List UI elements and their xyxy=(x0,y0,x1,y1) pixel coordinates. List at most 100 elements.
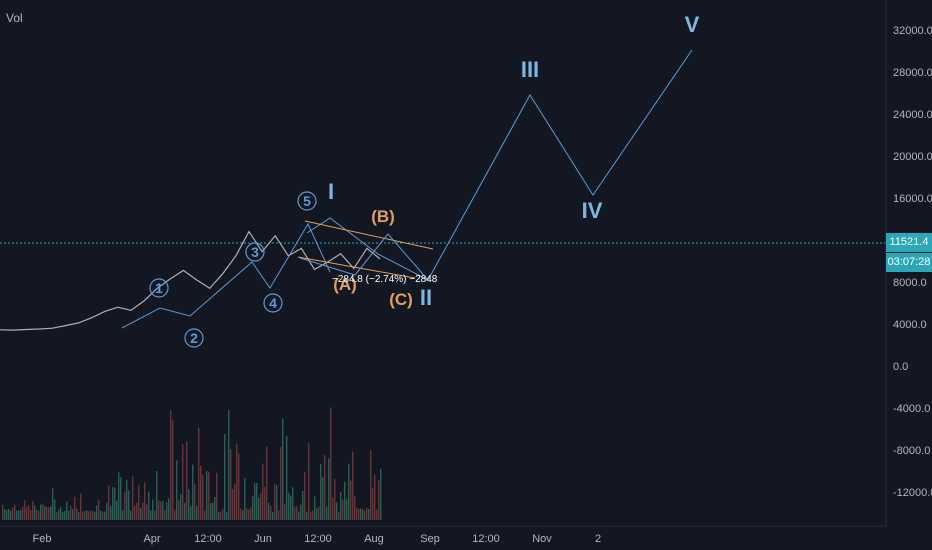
y-tick-label: -8000.0 xyxy=(893,445,930,457)
volume-bar xyxy=(86,510,88,520)
volume-bar xyxy=(10,510,12,520)
wave-label-5: 5 xyxy=(303,193,311,209)
volume-bar xyxy=(100,510,102,520)
volume-bar xyxy=(58,509,60,520)
volume-bar xyxy=(26,507,28,520)
volume-bar xyxy=(18,510,20,520)
volume-bar xyxy=(92,510,94,520)
volume-bar xyxy=(288,492,290,520)
volume-bar xyxy=(28,504,30,520)
volume-bar xyxy=(286,436,288,520)
volume-bar xyxy=(266,446,268,520)
volume-bar xyxy=(320,463,322,520)
volume-bar xyxy=(374,474,376,520)
current-price-tag: 11521.4 xyxy=(886,233,932,252)
wave-label-1: 1 xyxy=(155,280,163,296)
volume-bar xyxy=(2,504,4,520)
volume-bar xyxy=(338,511,340,520)
x-tick-label: 2 xyxy=(595,533,601,545)
volume-bar xyxy=(72,509,74,520)
volume-bar xyxy=(202,474,204,520)
volume-bar xyxy=(356,507,358,520)
volume-bar xyxy=(104,511,106,520)
volume-bar xyxy=(158,500,160,520)
volume-bar xyxy=(106,502,108,520)
volume-bar xyxy=(208,471,210,520)
volume-bar xyxy=(36,509,38,520)
volume-bar xyxy=(42,503,44,520)
volume-bar xyxy=(30,510,32,520)
x-tick-label: Apr xyxy=(143,533,160,545)
volume-bar xyxy=(230,448,232,520)
volume-bar xyxy=(236,443,238,520)
x-tick-label: Feb xyxy=(33,533,52,545)
volume-bar xyxy=(188,489,190,520)
wave-label-V: V xyxy=(685,12,700,37)
volume-bar xyxy=(204,510,206,520)
volume-bar xyxy=(376,509,378,520)
volume-bar xyxy=(70,505,72,520)
volume-bar xyxy=(358,508,360,520)
volume-bar xyxy=(224,434,226,520)
volume-bar xyxy=(146,503,148,520)
volume-bar xyxy=(372,487,374,520)
volume-bar xyxy=(346,499,348,520)
volume-bar xyxy=(310,511,312,520)
volume-bar xyxy=(74,496,76,520)
volume-bar xyxy=(232,488,234,520)
volume-bar xyxy=(166,502,168,520)
volume-bar xyxy=(216,472,218,520)
volume-bar xyxy=(116,500,118,520)
volume-bar xyxy=(242,510,244,520)
volume-bar xyxy=(60,506,62,520)
volume-bar xyxy=(88,511,90,520)
volume-bar xyxy=(368,508,370,520)
volume-bar xyxy=(332,497,334,520)
wave-circle-4 xyxy=(263,293,283,313)
volume-bar xyxy=(64,510,66,520)
volume-bar xyxy=(366,507,368,520)
volume-bar xyxy=(312,510,314,520)
volume-bar xyxy=(248,509,250,520)
wave-circle-3 xyxy=(245,242,265,262)
volume-bar xyxy=(240,508,242,520)
volume-bar xyxy=(360,508,362,520)
volume-bar xyxy=(110,506,112,520)
y-tick-label: 4000.0 xyxy=(893,319,927,331)
volume-bar xyxy=(142,502,144,520)
volume-bar xyxy=(54,499,56,520)
volume-bar xyxy=(352,451,354,520)
volume-bars xyxy=(2,407,382,520)
volume-bar xyxy=(94,511,96,520)
volume-bar xyxy=(298,511,300,520)
volume-bar xyxy=(226,511,228,520)
wave-a-line xyxy=(299,257,356,276)
volume-bar xyxy=(150,510,152,520)
wave-b-line xyxy=(354,233,389,276)
volume-bar xyxy=(344,481,346,520)
volume-bar xyxy=(342,499,344,520)
volume-bar xyxy=(192,464,194,520)
volume-bar xyxy=(122,510,124,520)
volume-bar xyxy=(350,480,352,520)
volume-bar xyxy=(196,505,198,520)
volume-bar xyxy=(162,500,164,520)
y-tick-label: 28000.0 xyxy=(893,67,932,79)
volume-bar xyxy=(322,477,324,520)
volume-bar xyxy=(172,420,174,520)
volume-bar xyxy=(212,502,214,520)
y-tick-label: 16000.0 xyxy=(893,193,932,205)
volume-bar xyxy=(252,496,254,520)
countdown-tag: 03:07:28 xyxy=(886,253,932,272)
volume-bar xyxy=(128,490,130,520)
volume-bar xyxy=(330,407,332,520)
volume-bar xyxy=(136,502,138,520)
volume-bar xyxy=(156,471,158,520)
volume-bar xyxy=(362,509,364,520)
volume-bar xyxy=(40,504,42,520)
volume-bar xyxy=(14,504,16,520)
volume-bar xyxy=(210,503,212,520)
volume-bar xyxy=(292,487,294,520)
